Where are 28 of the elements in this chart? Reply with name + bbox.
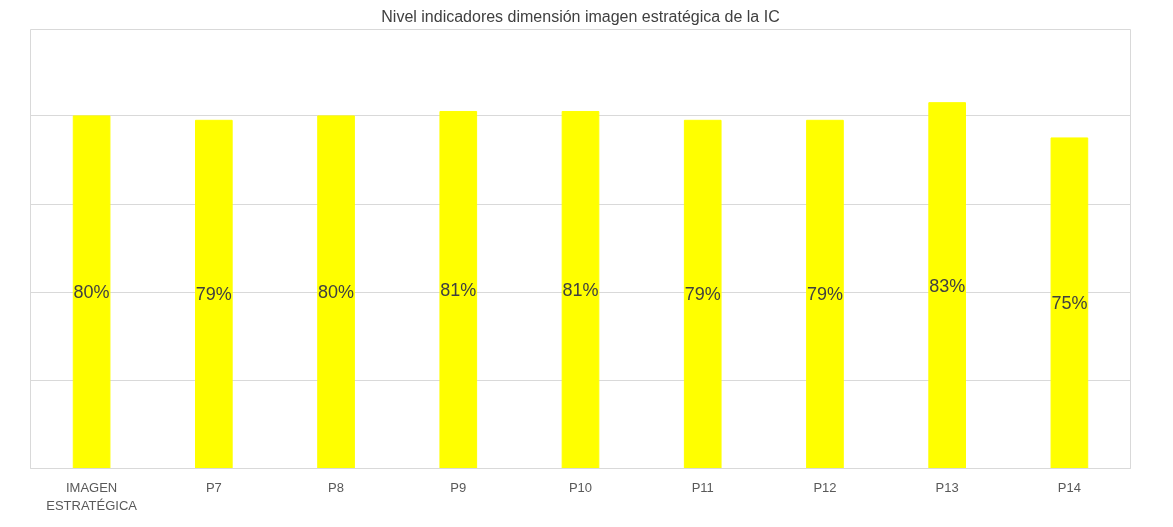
data-label: 79% — [684, 284, 721, 305]
bar — [928, 102, 966, 469]
data-label: 75% — [1051, 293, 1088, 314]
x-tick-label: P11 — [691, 479, 714, 495]
bar — [561, 110, 600, 469]
data-label: 81% — [562, 279, 599, 300]
bar — [1050, 137, 1089, 469]
data-label: 79% — [806, 284, 843, 305]
x-tick-label: P9 — [450, 479, 467, 495]
bar — [72, 115, 111, 469]
bar — [683, 119, 722, 469]
data-label: 79% — [195, 284, 232, 305]
x-tick-label: P14 — [1057, 479, 1081, 495]
bar — [439, 110, 478, 469]
x-tick-label: P8 — [328, 479, 345, 495]
x-tick-label: P13 — [935, 479, 959, 495]
data-label: 80% — [73, 282, 110, 303]
x-tick-label: P12 — [813, 479, 837, 495]
x-tick-label: P7 — [205, 479, 222, 495]
data-label: 80% — [318, 282, 355, 303]
chart-title: Nivel indicadores dimensión imagen estratégica de la IC — [381, 7, 780, 25]
bar — [806, 119, 844, 469]
x-tick-label: P10 — [568, 479, 593, 495]
bar — [317, 115, 355, 469]
data-label: 83% — [929, 275, 966, 296]
x-tick-label: IMAGEN ESTRATÉGICA — [46, 479, 138, 513]
bar — [195, 119, 233, 469]
data-label: 81% — [440, 279, 477, 300]
